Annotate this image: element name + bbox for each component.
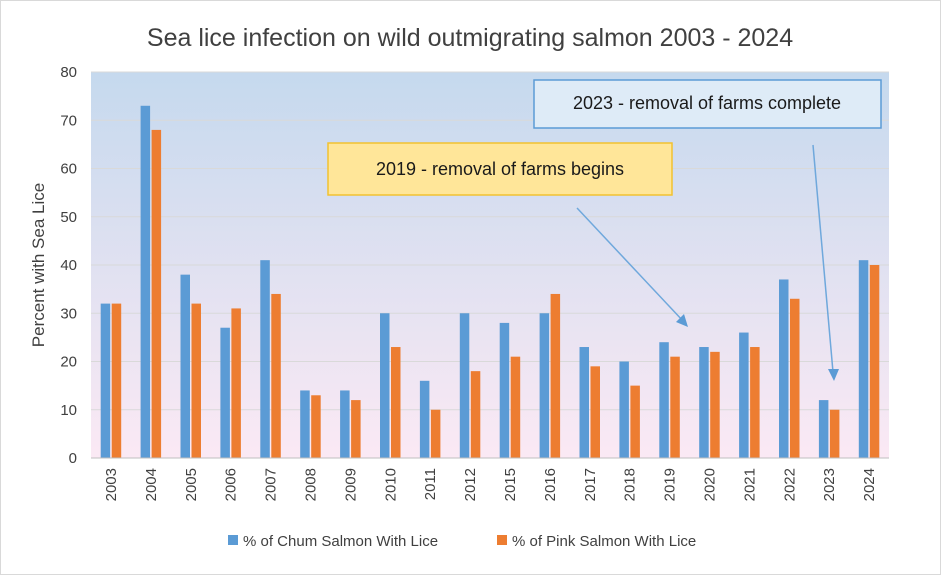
bar-chum-2004 <box>140 105 151 459</box>
x-tick-label: 2009 <box>342 468 359 501</box>
x-tick-label: 2024 <box>861 468 878 501</box>
bar-pink-2018 <box>630 385 640 458</box>
x-tick-label: 2022 <box>781 468 798 501</box>
x-tick-label: 2017 <box>582 468 599 501</box>
annotation-2023-text: 2023 - removal of farms complete <box>573 93 841 113</box>
bar-pink-2020 <box>710 351 720 458</box>
bar-pink-2017 <box>590 366 600 458</box>
x-tick-label: 2005 <box>183 468 200 501</box>
x-tick-label: 2003 <box>103 468 120 501</box>
x-tick-label: 2006 <box>223 468 240 501</box>
annotation-2019-text: 2019 - removal of farms begins <box>376 159 624 179</box>
bar-pink-2022 <box>790 298 800 458</box>
bar-pink-2006 <box>231 308 241 458</box>
x-tick-label: 2008 <box>302 468 319 501</box>
bars <box>100 105 880 459</box>
x-tick-label: 2018 <box>622 468 639 501</box>
x-tick-label: 2019 <box>662 468 679 501</box>
y-tick-label: 50 <box>60 209 77 226</box>
bar-chum-2023 <box>818 400 829 458</box>
x-tick-label: 2011 <box>422 468 439 500</box>
legend: % of Chum Salmon With Lice % of Pink Sal… <box>228 533 696 550</box>
bar-pink-2004 <box>151 129 162 458</box>
legend-swatch-pink <box>497 535 507 545</box>
annotation-arrows <box>576 144 839 381</box>
x-tick-label: 2012 <box>462 468 479 501</box>
bar-pink-2008 <box>311 395 321 458</box>
bar-pink-2016 <box>550 293 561 458</box>
legend-label-chum: % of Chum Salmon With Lice <box>243 533 438 550</box>
annotation-2019-box <box>327 142 673 196</box>
bar-chum-2018 <box>619 361 629 458</box>
bar-pink-2010 <box>391 347 401 458</box>
bar-pink-2021 <box>750 347 760 458</box>
y-tick-label: 10 <box>60 402 77 419</box>
y-tick-label: 70 <box>60 112 77 129</box>
bar-chum-2012 <box>459 313 470 458</box>
bar-chum-2007 <box>260 260 270 458</box>
x-tick-label: 2007 <box>263 468 280 501</box>
x-tick-label: 2010 <box>382 468 399 501</box>
bar-chum-2006 <box>220 327 230 458</box>
arrow-2019 <box>576 207 685 323</box>
y-tick-label: 20 <box>60 354 77 371</box>
annotation-2019: 2019 - removal of farms begins <box>327 142 673 196</box>
annotation-2023-box <box>533 79 882 129</box>
bar-pink-2015 <box>510 356 521 458</box>
arrow-2019-head <box>676 314 688 327</box>
bar-chum-2021 <box>739 332 749 458</box>
bar-chum-2009 <box>340 390 350 458</box>
bar-chum-2011 <box>419 380 430 458</box>
bar-pink-2024 <box>869 265 880 458</box>
bar-chum-2005 <box>180 274 190 458</box>
x-tick-label: 2015 <box>502 468 519 501</box>
y-tick-label: 0 <box>69 450 77 467</box>
y-tick-label: 80 <box>60 64 77 81</box>
bar-pink-2019 <box>670 356 680 458</box>
y-tick-label: 30 <box>60 305 77 322</box>
bar-chum-2003 <box>100 303 111 458</box>
x-tick-label: 2020 <box>701 468 718 501</box>
arrow-2023 <box>812 144 834 373</box>
bar-pink-2005 <box>191 303 201 458</box>
bar-pink-2011 <box>430 409 441 458</box>
bar-chum-2017 <box>579 347 589 458</box>
y-tick-label: 40 <box>60 257 77 274</box>
legend-label-pink: % of Pink Salmon With Lice <box>512 533 696 550</box>
x-axis-ticks: 2003 2004 2005 2006 2007 2008 2009 2010 2011 2012… <box>103 468 878 501</box>
bar-pink-2007 <box>271 293 281 458</box>
bar-pink-2012 <box>470 371 481 458</box>
bar-chum-2020 <box>699 347 709 458</box>
bar-chum-2015 <box>499 322 510 458</box>
bar-chum-2008 <box>300 390 310 458</box>
legend-swatch-chum <box>228 535 238 545</box>
y-tick-label: 60 <box>60 161 77 178</box>
bar-chum-2016 <box>539 313 550 458</box>
chart-title: Sea lice infection on wild outmigrating … <box>147 24 793 52</box>
bar-chum-2022 <box>779 279 789 458</box>
bar-pink-2003 <box>111 303 122 458</box>
y-axis-ticks: 0 10 20 30 40 50 60 70 80 <box>60 64 77 467</box>
bar-chum-2019 <box>659 342 669 458</box>
arrow-2023-head <box>828 369 839 381</box>
x-tick-label: 2021 <box>741 468 758 501</box>
x-tick-label: 2004 <box>143 468 160 501</box>
x-tick-label: 2016 <box>542 468 559 501</box>
annotation-2023: 2023 - removal of farms complete <box>533 79 882 129</box>
y-axis-title: Percent with Sea Lice <box>29 183 48 347</box>
bar-pink-2009 <box>351 400 361 458</box>
x-tick-label: 2023 <box>821 468 838 501</box>
bar-chum-2024 <box>858 260 869 458</box>
bar-chum-2010 <box>380 313 390 458</box>
bar-pink-2023 <box>829 409 840 458</box>
